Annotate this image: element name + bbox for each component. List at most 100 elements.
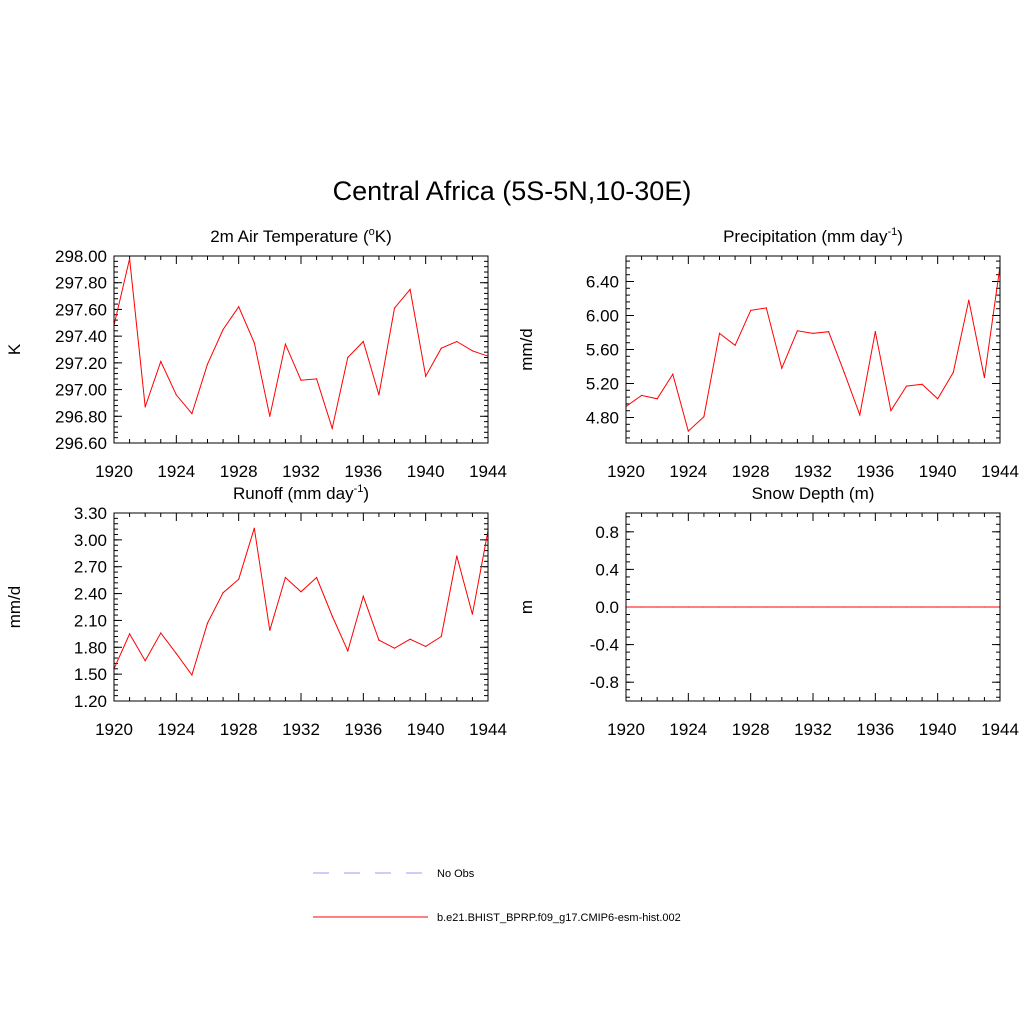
data-point <box>859 414 861 416</box>
data-point <box>983 376 986 379</box>
data-point <box>983 606 986 608</box>
data-point <box>921 383 923 385</box>
x-tick-label: 1940 <box>407 720 445 739</box>
data-point <box>456 555 458 557</box>
data-point <box>253 342 255 344</box>
x-tick-label: 1924 <box>669 462 707 481</box>
panel-title-precipitation: Precipitation (mm day-1) <box>723 226 903 246</box>
data-point <box>703 416 705 418</box>
y-tick-label: 1.20 <box>74 692 107 711</box>
y-tick-label: 3.00 <box>74 531 107 550</box>
panel-title-temperature: 2m Air Temperature (oK) <box>210 226 392 246</box>
x-tick-label: 1928 <box>220 720 258 739</box>
data-point <box>144 406 146 408</box>
data-point <box>656 606 658 608</box>
data-point <box>315 576 318 579</box>
data-point <box>471 613 474 615</box>
data-point <box>409 638 411 640</box>
x-tick-label: 1936 <box>344 720 382 739</box>
y-tick-label: 1.80 <box>74 638 107 657</box>
data-point <box>362 595 364 597</box>
data-point <box>222 592 224 594</box>
y-tick-label: 2.70 <box>74 558 107 577</box>
data-point <box>393 647 396 649</box>
data-point <box>812 332 814 334</box>
data-point <box>640 606 643 608</box>
data-point <box>796 330 799 332</box>
y-tick-label: 6.40 <box>586 273 619 292</box>
data-point <box>718 606 721 608</box>
data-point <box>128 258 131 260</box>
y-axis-label-temperature: K <box>5 343 24 355</box>
data-point <box>765 307 767 309</box>
x-tick-label: 1944 <box>469 462 507 481</box>
data-point <box>890 410 892 412</box>
data-point <box>750 606 752 608</box>
x-tick-label: 1920 <box>95 462 133 481</box>
y-tick-label: 296.80 <box>55 407 107 426</box>
data-point <box>937 606 939 608</box>
series-line-temperature <box>113 258 489 431</box>
y-tick-label: 297.40 <box>55 327 107 346</box>
panel-title-snow-depth: Snow Depth (m) <box>752 484 875 503</box>
x-tick-label: 1932 <box>794 462 832 481</box>
data-point <box>300 379 302 381</box>
data-point <box>827 331 830 333</box>
data-point <box>672 373 674 375</box>
data-point <box>284 343 287 345</box>
y-tick-label: 6.00 <box>586 307 619 326</box>
y-tick-label: 5.20 <box>586 375 619 394</box>
x-tick-label: 1928 <box>220 462 258 481</box>
y-tick-label: -0.8 <box>590 673 619 692</box>
data-point <box>238 306 240 308</box>
series-line-runoff <box>113 528 489 677</box>
y-tick-label: 298.00 <box>55 247 107 266</box>
data-point <box>672 606 674 608</box>
data-point <box>656 398 658 400</box>
x-tick-label: 1932 <box>282 720 320 739</box>
data-point <box>160 632 162 634</box>
data-point <box>425 645 427 647</box>
y-tick-label: 4.80 <box>586 409 619 428</box>
data-point <box>640 394 643 396</box>
data-point <box>937 398 939 400</box>
panel-runoff: Runoff (mm day-1) mm/d 1.20 1.50 1.80 2.10 2.4… <box>5 483 507 739</box>
x-tick-label: 1944 <box>469 720 507 739</box>
data-point <box>440 635 442 638</box>
x-tick-label: 1924 <box>669 720 707 739</box>
panel-precipitation: Precipitation (mm day-1) mm/d 4.80 5.20 5.60… <box>517 226 1019 481</box>
x-tick-label: 1928 <box>732 720 770 739</box>
data-point <box>687 430 689 432</box>
figure-title: Central Africa (5S-5N,10-30E) <box>333 176 692 206</box>
data-point <box>812 606 814 608</box>
data-point <box>781 606 783 608</box>
x-tick-label: 1920 <box>95 720 133 739</box>
data-point <box>269 629 271 631</box>
x-tick-label: 1940 <box>919 462 957 481</box>
y-tick-label: 5.60 <box>586 341 619 360</box>
data-point <box>734 606 736 608</box>
data-point <box>456 340 458 343</box>
x-tick-label: 1940 <box>919 720 957 739</box>
x-tick-label: 1940 <box>407 462 445 481</box>
y-tick-label: 297.60 <box>55 300 107 319</box>
data-point <box>781 367 783 369</box>
data-point <box>253 527 255 529</box>
data-point <box>347 356 349 359</box>
y-tick-label: 2.10 <box>74 611 107 630</box>
plot-frame-snow-depth <box>625 512 1001 702</box>
x-tick-label: 1924 <box>157 462 195 481</box>
panels: 2m Air Temperature (oK) K 296.60 296.80 297.… <box>5 226 1019 739</box>
data-point <box>765 606 767 608</box>
data-point <box>827 606 830 608</box>
data-point <box>952 371 954 374</box>
data-point <box>796 606 799 608</box>
data-point <box>859 606 861 608</box>
x-tick-label: 1936 <box>344 462 382 481</box>
data-point <box>409 288 411 290</box>
data-point <box>160 360 162 363</box>
data-point <box>968 606 970 608</box>
y-tick-label: 0.0 <box>595 598 619 617</box>
y-tick-label: 297.20 <box>55 354 107 373</box>
